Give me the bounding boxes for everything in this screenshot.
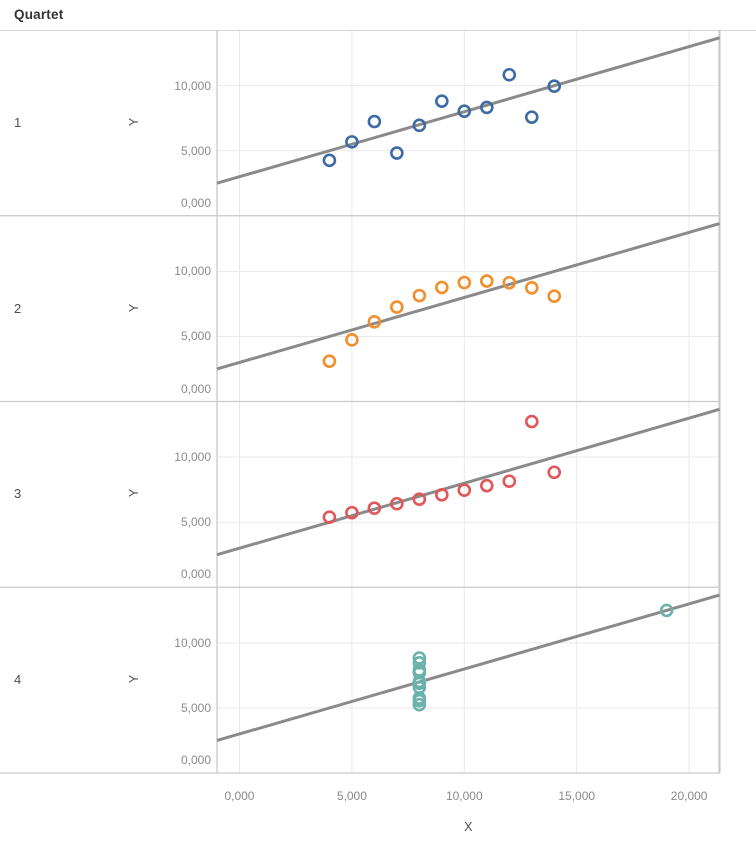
data-point[interactable] xyxy=(457,104,472,118)
data-point[interactable] xyxy=(502,275,517,290)
data-point[interactable] xyxy=(412,288,427,303)
y-tick-label: 5,000 xyxy=(180,143,211,158)
panel-2 xyxy=(216,222,720,371)
data-point[interactable] xyxy=(345,505,359,520)
data-point[interactable] xyxy=(367,114,382,129)
data-point[interactable] xyxy=(457,483,472,498)
y-tick-label: 5,000 xyxy=(180,515,211,530)
data-point[interactable] xyxy=(322,354,337,368)
data-point[interactable] xyxy=(435,280,449,295)
y-tick-label: 10,000 xyxy=(174,264,211,279)
y-axis-title: Y xyxy=(127,303,141,312)
trend-line[interactable] xyxy=(216,593,720,742)
x-tick-label: 10,000 xyxy=(445,789,483,803)
y-tick-label: 10,000 xyxy=(174,78,211,93)
facet-row-header[interactable]: 1 xyxy=(14,114,22,130)
data-point[interactable] xyxy=(390,300,404,314)
y-tick-label: 0,000 xyxy=(180,753,211,767)
y-tick-label: 5,000 xyxy=(180,700,211,715)
panel-1 xyxy=(216,36,720,185)
data-point[interactable] xyxy=(412,697,427,712)
data-point[interactable] xyxy=(659,603,674,618)
x-tick-label: 20,000 xyxy=(670,789,708,803)
data-point[interactable] xyxy=(502,67,517,82)
y-tick-label: 5,000 xyxy=(180,329,211,344)
data-point[interactable] xyxy=(367,501,382,515)
facet-row-header[interactable]: 2 xyxy=(14,300,22,316)
data-point[interactable] xyxy=(390,146,404,160)
data-point[interactable] xyxy=(345,135,359,149)
data-point[interactable] xyxy=(412,492,427,506)
borders xyxy=(0,30,756,774)
data-point[interactable] xyxy=(322,510,337,524)
data-point[interactable] xyxy=(479,478,494,493)
y-tick-label: 10,000 xyxy=(174,635,211,650)
trend-line[interactable] xyxy=(216,407,720,557)
data-point[interactable] xyxy=(524,281,539,295)
y-axis-title: Y xyxy=(127,674,141,684)
y-tick-label: 0,000 xyxy=(180,567,211,582)
data-point[interactable] xyxy=(345,333,359,347)
x-tick-label: 15,000 xyxy=(558,789,596,803)
y-tick-label: 0,000 xyxy=(180,195,211,210)
data-point[interactable] xyxy=(457,275,472,290)
data-point[interactable] xyxy=(412,118,427,133)
data-point[interactable] xyxy=(367,314,382,329)
trend-line[interactable] xyxy=(216,222,720,371)
data-point[interactable] xyxy=(412,676,427,691)
data-point[interactable] xyxy=(524,110,539,124)
data-point[interactable] xyxy=(502,474,517,489)
data-point[interactable] xyxy=(322,153,337,168)
data-point[interactable] xyxy=(479,100,494,115)
trend-line[interactable] xyxy=(216,36,720,185)
x-tick-label: 0,000 xyxy=(224,789,255,803)
data-point[interactable] xyxy=(479,274,494,288)
chart-title: Quartet xyxy=(14,7,64,22)
y-axis-title: Y xyxy=(127,117,141,127)
data-point[interactable] xyxy=(435,487,449,502)
data-point[interactable] xyxy=(547,289,562,303)
data-point[interactable] xyxy=(412,693,427,708)
x-tick-label: 5,000 xyxy=(336,789,367,803)
panel-4 xyxy=(216,593,720,742)
data-point[interactable] xyxy=(547,465,562,480)
y-tick-label: 0,000 xyxy=(180,381,211,396)
data-point[interactable] xyxy=(412,663,427,677)
panel-3 xyxy=(216,407,720,557)
x-axis-title: X xyxy=(464,820,473,834)
data-point[interactable] xyxy=(412,656,427,670)
data-point[interactable] xyxy=(435,94,449,108)
horizontal-gridlines xyxy=(217,85,720,709)
facet-row-header[interactable]: 3 xyxy=(14,486,22,502)
data-point[interactable] xyxy=(547,79,562,93)
data-point[interactable] xyxy=(524,414,539,429)
data-point[interactable] xyxy=(390,496,404,511)
y-tick-label: 10,000 xyxy=(174,450,211,465)
y-axis-title: Y xyxy=(127,489,141,498)
facet-row-header[interactable]: 4 xyxy=(14,672,22,688)
